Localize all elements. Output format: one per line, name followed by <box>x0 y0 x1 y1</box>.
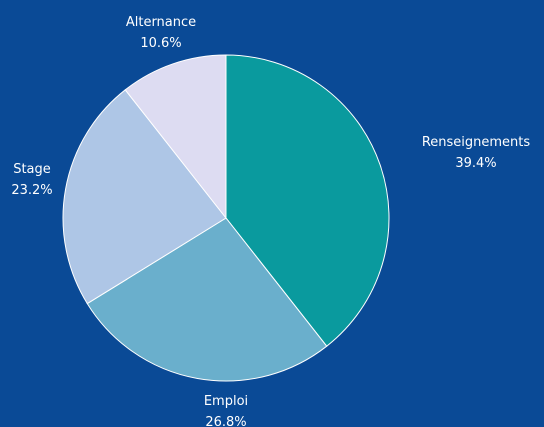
slice-label-alternance: Alternance <box>126 15 196 30</box>
slice-label-stage: Stage <box>13 162 51 177</box>
pie-slice-stage <box>62 89 227 305</box>
slice-value-alternance: 10.6% <box>140 36 181 51</box>
slice-value-stage: 23.2% <box>11 183 52 198</box>
slice-value-emploi: 26.8% <box>205 415 246 427</box>
slice-label-emploi: Emploi <box>204 394 248 409</box>
pie-slice-emploi <box>86 217 328 382</box>
slice-value-renseignements: 39.4% <box>455 156 496 171</box>
pie-slice-alternance <box>124 54 227 220</box>
slice-label-renseignements: Renseignements <box>422 135 531 150</box>
pie-slice-renseignements <box>225 54 390 347</box>
